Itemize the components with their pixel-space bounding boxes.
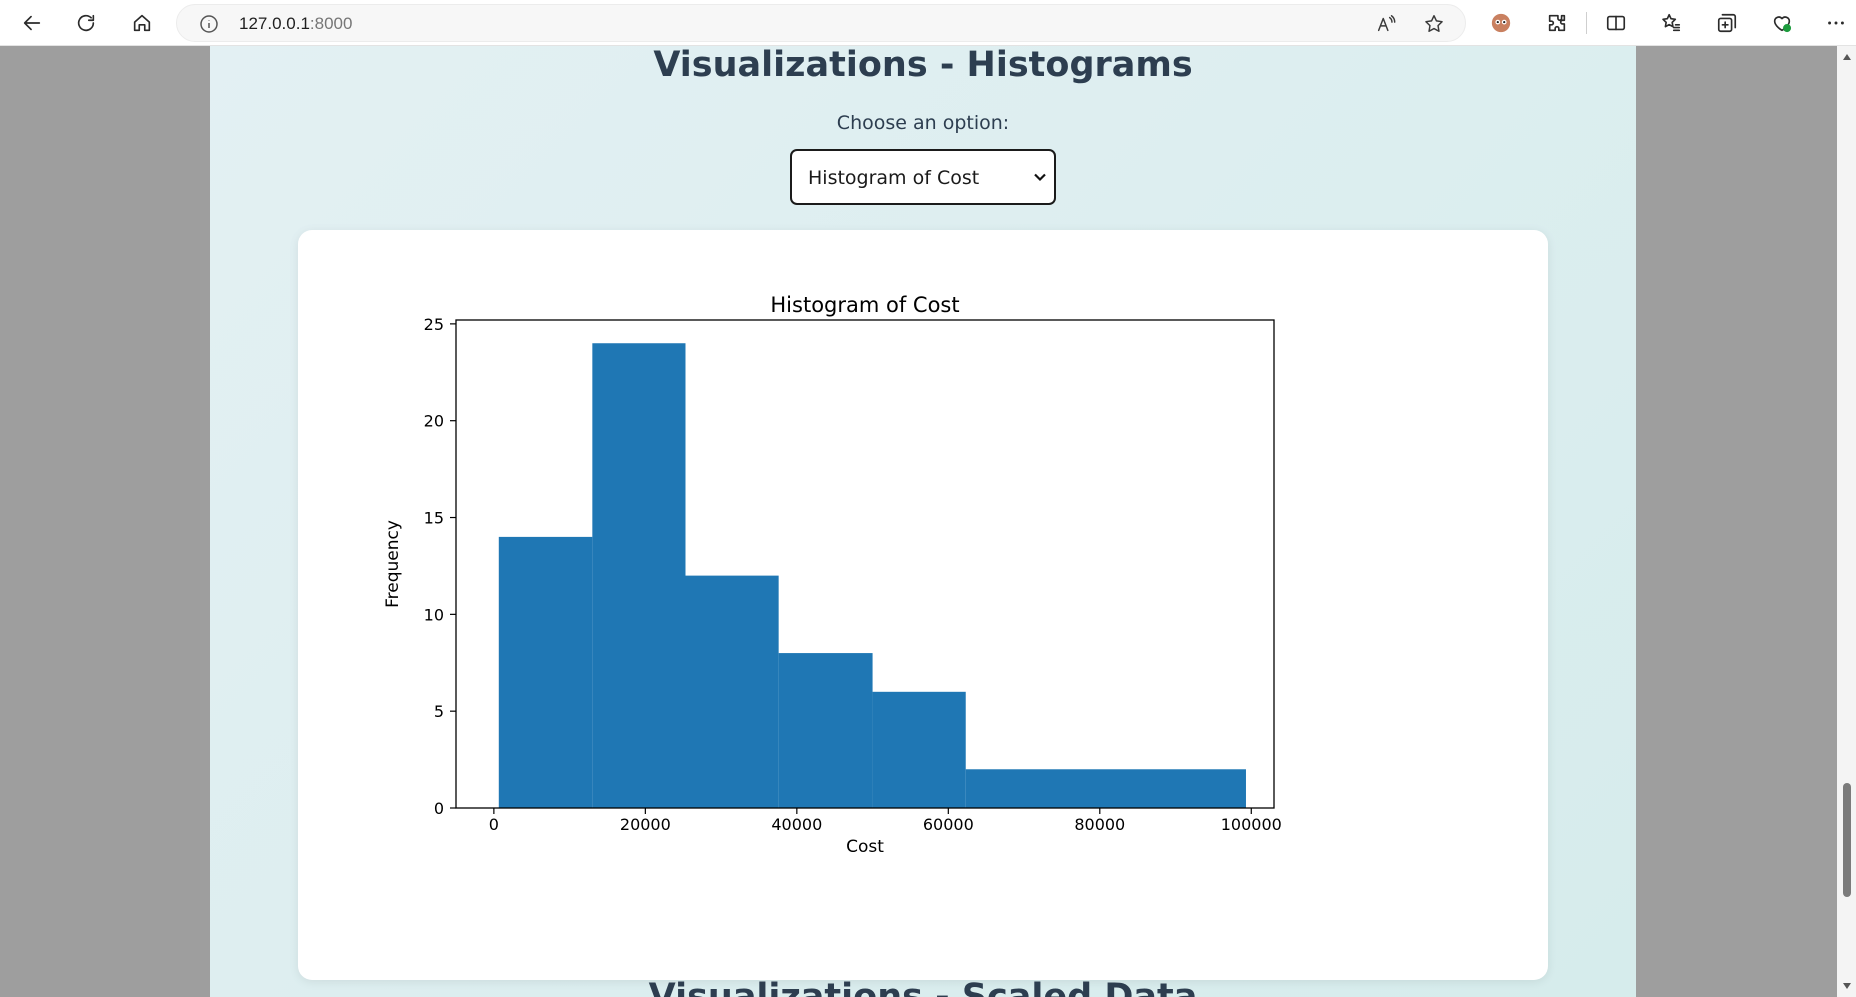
section-title: Visualizations - Histograms — [653, 46, 1193, 85]
toolbar-divider — [1586, 12, 1587, 34]
refresh-icon[interactable] — [71, 8, 101, 38]
favorite-star-icon[interactable] — [1423, 13, 1445, 35]
page-content: Visualizations - Histograms Choose an op… — [210, 46, 1636, 997]
histogram-bar — [592, 343, 686, 808]
scroll-up-arrow-icon[interactable] — [1842, 52, 1852, 62]
histogram-select[interactable]: Histogram of Cost — [790, 149, 1056, 205]
url-text[interactable]: 127.0.0.1:8000 — [239, 14, 352, 34]
chart-card: 0 20000 40000 60000 80000 100000 0 5 10 15 20 25 His… — [298, 230, 1548, 980]
histogram-bar — [965, 769, 1246, 808]
y-tick-label: 5 — [434, 702, 444, 721]
scroll-thumb[interactable] — [1843, 783, 1851, 897]
histogram-bar — [872, 691, 966, 808]
url-port: :8000 — [309, 14, 353, 33]
browser-essentials-icon[interactable] — [1767, 8, 1797, 38]
next-section-title: Visualizations - Scaled Data — [648, 977, 1198, 997]
histogram-bar — [685, 575, 779, 808]
y-tick-label: 15 — [424, 509, 444, 528]
y-axis-label: Frequency — [383, 520, 403, 608]
y-tick-label: 20 — [424, 412, 444, 431]
favorites-icon[interactable] — [1656, 8, 1686, 38]
x-axis-label: Cost — [846, 837, 884, 857]
read-aloud-icon[interactable] — [1375, 13, 1397, 35]
x-tick-label: 60000 — [923, 815, 974, 834]
vertical-scrollbar[interactable] — [1837, 46, 1856, 997]
chart-title: Histogram of Cost — [770, 293, 959, 317]
scroll-down-arrow-icon[interactable] — [1842, 981, 1852, 991]
x-tick-label: 20000 — [620, 815, 671, 834]
histogram-bar — [778, 653, 873, 808]
extensions-icon[interactable] — [1542, 8, 1572, 38]
x-tick-label: 0 — [489, 815, 499, 834]
profile-icon[interactable] — [1486, 8, 1516, 38]
more-icon[interactable] — [1821, 8, 1851, 38]
histogram-select-value: Histogram of Cost — [808, 167, 980, 189]
plot-frame — [455, 319, 1275, 809]
back-icon[interactable] — [17, 8, 47, 38]
address-bar[interactable]: 127.0.0.1:8000 — [176, 4, 1466, 42]
browser-toolbar: 127.0.0.1:8000 — [0, 0, 1856, 46]
y-tick-label: 0 — [434, 799, 444, 818]
x-tick-label: 80000 — [1074, 815, 1125, 834]
x-tick-label: 40000 — [771, 815, 822, 834]
url-host: 127.0.0.1 — [239, 14, 310, 33]
page-viewport: Visualizations - Histograms Choose an op… — [0, 46, 1837, 997]
split-screen-icon[interactable] — [1601, 8, 1631, 38]
home-icon[interactable] — [127, 8, 157, 38]
info-icon[interactable] — [199, 14, 219, 34]
y-tick-label: 25 — [424, 315, 444, 334]
chevron-down-icon — [1032, 169, 1048, 185]
x-tick-label: 100000 — [1221, 815, 1282, 834]
collections-icon[interactable] — [1712, 8, 1742, 38]
choose-option-label: Choose an option: — [836, 112, 1010, 134]
histogram-bar — [498, 536, 593, 808]
histogram-chart: 0 20000 40000 60000 80000 100000 0 5 10 15 20 25 His… — [383, 293, 1282, 857]
y-tick-label: 10 — [424, 605, 444, 624]
